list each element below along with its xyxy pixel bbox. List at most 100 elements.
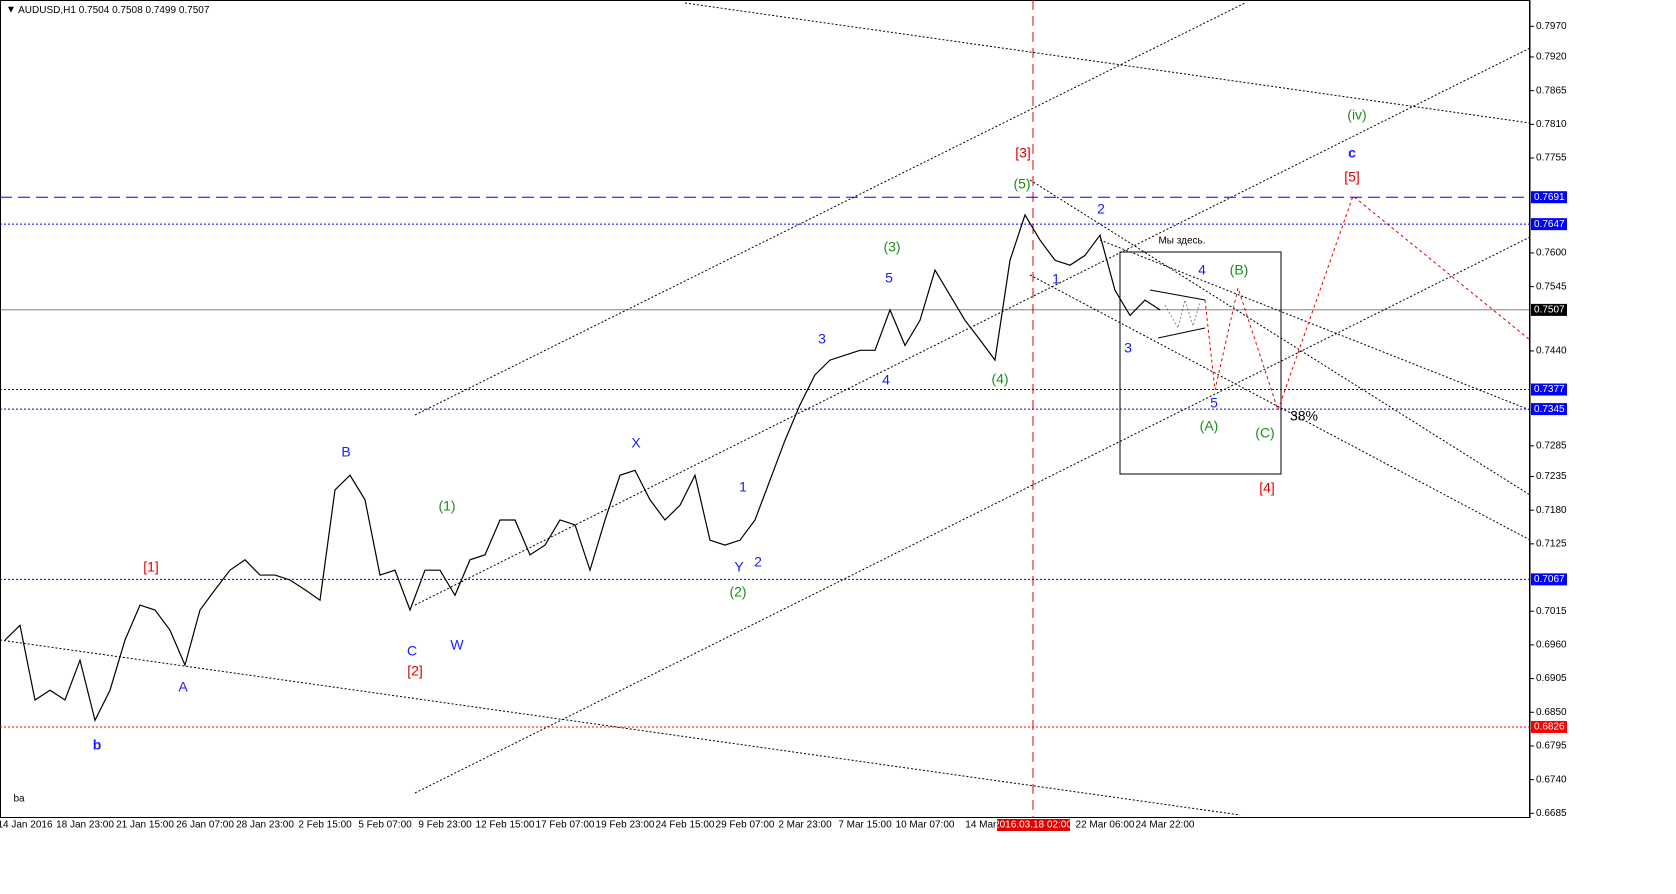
level-box	[1531, 383, 1567, 396]
x-tick-label: 28 Jan 23:00	[236, 820, 294, 831]
low: 0.7499	[145, 5, 176, 16]
level-label: 0.7691	[1534, 192, 1565, 203]
trend-lines	[0, 2, 1531, 816]
y-tick-label: 0.7865	[1536, 85, 1567, 96]
x-tick-label: 17 Feb 07:00	[536, 820, 595, 831]
wave-label: B	[341, 444, 350, 460]
wave-label: c	[1348, 145, 1356, 161]
zone-box	[1119, 251, 1282, 475]
wave-label: (3)	[883, 239, 900, 255]
trend-line	[1029, 179, 1531, 496]
y-tick-label: 0.6905	[1536, 673, 1567, 684]
wave-label: 1	[1052, 271, 1060, 287]
price-line	[4, 213, 1161, 722]
y-tick-label: 0.7810	[1536, 119, 1567, 130]
y-tick-label: 0.7125	[1536, 538, 1567, 549]
triangle-edge	[1157, 327, 1206, 339]
wave-label: 5	[1210, 395, 1218, 411]
y-tick-label: 0.6850	[1536, 707, 1567, 718]
y-tick-label: 0.7600	[1536, 248, 1567, 259]
wave-label: b	[93, 737, 102, 753]
wave-label: [3]	[1015, 145, 1031, 161]
x-tick-label: 24 Feb 15:00	[656, 820, 715, 831]
level-box	[1531, 720, 1567, 733]
y-tick-label: 0.7440	[1536, 346, 1567, 357]
open: 0.7504	[79, 5, 110, 16]
wave-label: (B)	[1230, 262, 1249, 278]
symbol: AUDUSD,H1	[18, 5, 76, 16]
x-tick-label: 7 Mar 15:00	[838, 820, 892, 831]
x-tick-label: 18 Jan 23:00	[56, 820, 114, 831]
wave-label: [4]	[1259, 480, 1275, 496]
level-label: 0.7647	[1534, 219, 1565, 230]
triangle-edge	[1149, 289, 1206, 301]
trend-line	[414, 236, 1531, 794]
high: 0.7508	[112, 5, 143, 16]
wave-label: 5	[885, 270, 893, 286]
trend-line	[414, 2, 1246, 416]
wave-label: [2]	[407, 663, 423, 679]
y-tick-label: 0.7970	[1536, 21, 1567, 32]
x-tick-label: 10 Mar 07:00	[896, 820, 955, 831]
close: 0.7507	[179, 5, 210, 16]
level-label: 0.7507	[1534, 305, 1565, 316]
wave-label: Мы здесь.	[1158, 236, 1205, 247]
wave-label: 4	[1198, 262, 1206, 278]
y-tick-label: 0.7015	[1536, 606, 1567, 617]
y-tick-label: 0.7545	[1536, 281, 1567, 292]
wave-label: 3	[818, 331, 826, 347]
level-label: 0.7377	[1534, 384, 1565, 395]
x-tick-label: 21 Jan 15:00	[116, 820, 174, 831]
wave-label: (iv)	[1347, 107, 1366, 123]
wave-label: (5)	[1013, 176, 1030, 192]
x-tick-label: 26 Jan 07:00	[176, 820, 234, 831]
wave-label: Y	[734, 559, 744, 575]
wave-label: W	[450, 637, 464, 653]
level-box	[1531, 218, 1567, 231]
level-box	[1531, 403, 1567, 416]
level-label: 0.6826	[1534, 722, 1565, 733]
level-label: 0.7345	[1534, 404, 1565, 415]
wave-label: (1)	[438, 498, 455, 514]
y-tick-label: 0.6795	[1536, 741, 1567, 752]
wave-label: C	[407, 643, 417, 659]
level-box	[1531, 573, 1567, 586]
cursor-label: 2016.03.18 02:00	[994, 820, 1072, 831]
x-tick-label: 12 Feb 15:00	[476, 820, 535, 831]
header: ▼ AUDUSD,H1 0.7504 0.7508 0.7499 0.7507	[6, 5, 210, 16]
wave-label: 38%	[1290, 408, 1318, 424]
level-box	[1531, 303, 1567, 316]
wave-label: A	[178, 679, 188, 695]
y-tick-label: 0.6960	[1536, 640, 1567, 651]
trend-line	[1099, 239, 1531, 411]
projection	[1204, 195, 1531, 412]
wave-label: (A)	[1200, 418, 1219, 434]
wave-label: [5]	[1344, 169, 1360, 185]
y-tick-label: 0.7180	[1536, 505, 1567, 516]
x-tick-label: 29 Feb 07:00	[716, 820, 775, 831]
trend-line	[684, 2, 1531, 124]
x-tick-label: 22 Mar 06:00	[1076, 820, 1135, 831]
y-tick-label: 0.7285	[1536, 440, 1567, 451]
wave-label: (2)	[729, 584, 746, 600]
y-tick-label: 0.6740	[1536, 774, 1567, 785]
wave-label: ba	[13, 794, 25, 805]
wave-label: 2	[1097, 201, 1105, 217]
x-tick-label: 2 Feb 15:00	[298, 820, 352, 831]
wave-label: (4)	[991, 371, 1008, 387]
level-box	[1531, 191, 1567, 204]
x-tick-label: 14 Mar 2	[965, 820, 1005, 831]
trend-line	[0, 639, 1241, 816]
x-tick-label: 24 Mar 22:00	[1136, 820, 1195, 831]
level-label: 0.7067	[1534, 574, 1565, 585]
wave-label: 2	[754, 554, 762, 570]
trend-line	[1029, 274, 1531, 541]
wave-label: 1	[739, 479, 747, 495]
y-tick-label: 0.7235	[1536, 471, 1567, 482]
cursor-box	[997, 819, 1070, 831]
wave-label: [1]	[143, 559, 159, 575]
x-tick-label: 14 Jan 2016	[0, 820, 53, 831]
wave-label: (C)	[1255, 425, 1274, 441]
y-tick-label: 0.7755	[1536, 153, 1567, 164]
wave-label: 4	[882, 372, 890, 388]
